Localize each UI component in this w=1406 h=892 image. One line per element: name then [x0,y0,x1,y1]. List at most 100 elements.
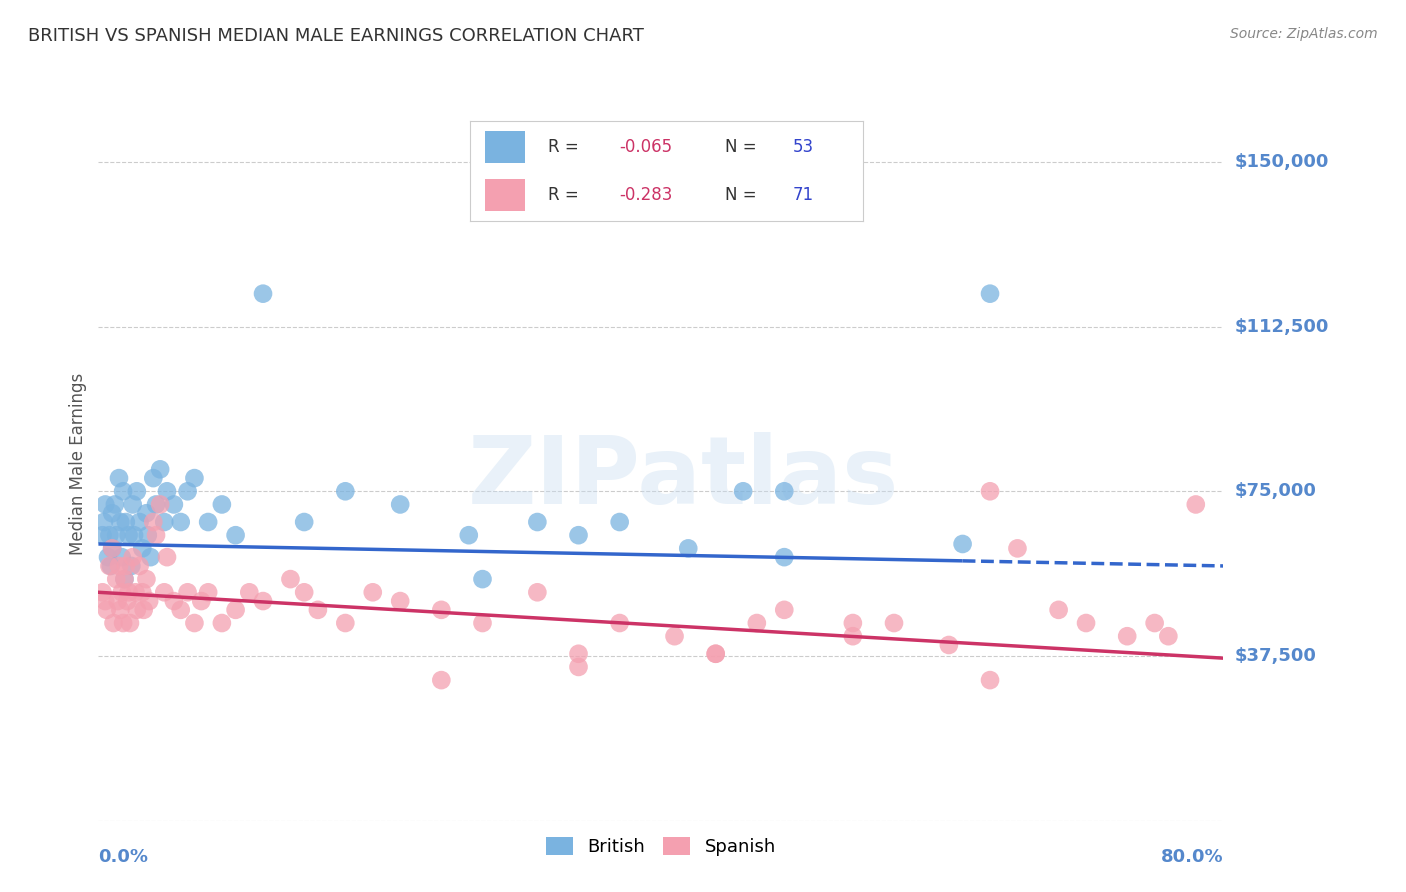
Point [153,515,176,529]
Point [135,506,157,520]
Point [163,594,186,608]
Point [704,647,727,661]
Point [176,484,198,499]
Point [190,594,212,608]
Point [678,541,700,556]
Point [567,660,589,674]
Point [457,528,479,542]
Point [114,572,136,586]
Point [138,594,160,608]
Point [733,484,755,499]
Point [1143,615,1166,630]
Point [117,585,139,599]
Point [170,603,193,617]
Legend: British, Spanish: British, Spanish [533,824,789,869]
Point [567,647,589,661]
Point [842,629,865,643]
Point [292,515,315,529]
Point [105,528,128,542]
Point [149,462,172,476]
Point [108,558,131,573]
Point [183,471,205,485]
Point [567,528,589,542]
Point [107,594,129,608]
Point [1047,603,1070,617]
Point [108,471,131,485]
Point [125,484,148,499]
Point [145,528,167,542]
Point [115,515,138,529]
Point [335,484,357,499]
Point [142,471,165,485]
Point [125,603,148,617]
Point [1157,629,1180,643]
Point [121,498,143,512]
Point [389,498,412,512]
Point [938,638,960,652]
Point [142,515,165,529]
Point [609,515,631,529]
Point [111,550,134,565]
Point [105,572,128,586]
Point [197,585,219,599]
Point [252,594,274,608]
Point [389,594,412,608]
Point [139,550,162,565]
Point [979,286,1001,301]
Point [883,615,905,630]
Point [211,498,233,512]
Point [101,541,124,556]
Text: 80.0%: 80.0% [1160,848,1223,866]
Point [104,498,127,512]
Point [132,603,155,617]
Point [110,515,132,529]
Text: $75,000: $75,000 [1234,483,1316,500]
Point [103,615,125,630]
Point [1007,541,1029,556]
Point [110,603,132,617]
Point [1074,615,1097,630]
Point [211,615,233,630]
Point [93,515,115,529]
Text: ZIPatlas: ZIPatlas [468,432,898,524]
Point [117,528,139,542]
Text: 0.0%: 0.0% [98,848,149,866]
Point [118,615,141,630]
Point [979,484,1001,499]
Point [170,515,193,529]
Point [98,528,121,542]
Point [101,541,124,556]
Point [124,585,146,599]
Point [120,558,142,573]
Point [979,673,1001,687]
Point [361,585,384,599]
Point [149,498,172,512]
Point [136,528,159,542]
Point [111,585,134,599]
Point [745,615,768,630]
Point [704,647,727,661]
Point [91,585,114,599]
Text: $37,500: $37,500 [1234,647,1316,665]
Point [526,515,548,529]
Y-axis label: Median Male Earnings: Median Male Earnings [69,373,87,555]
Point [225,528,247,542]
Point [153,585,176,599]
Point [114,572,136,586]
Point [94,594,117,608]
Point [773,550,796,565]
Point [128,515,150,529]
Point [122,528,145,542]
Point [238,585,260,599]
Point [128,558,150,573]
Point [131,585,153,599]
Point [842,615,865,630]
Point [145,498,167,512]
Point [609,615,631,630]
Text: $112,500: $112,500 [1234,318,1329,335]
Point [526,585,548,599]
Point [112,484,135,499]
Point [131,541,153,556]
Point [1116,629,1139,643]
Point [112,615,135,630]
